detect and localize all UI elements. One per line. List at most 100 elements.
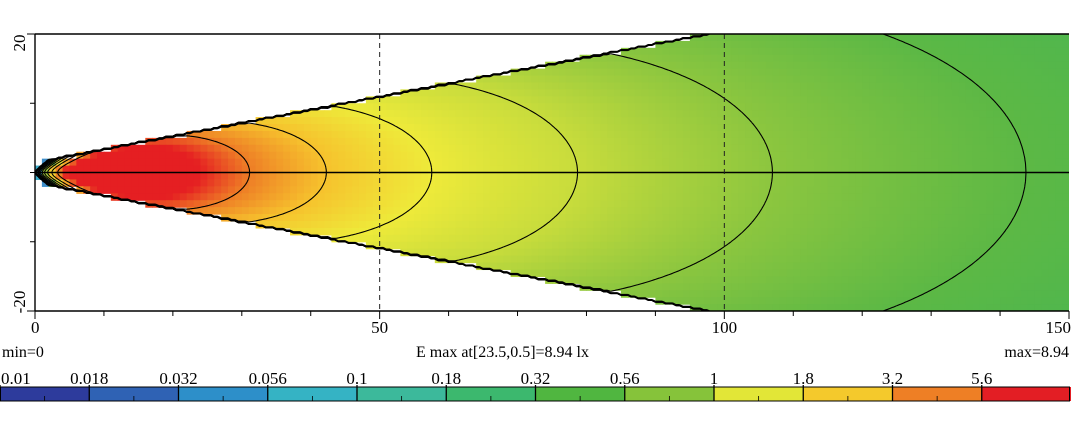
heatmap-cell bbox=[462, 248, 470, 257]
heatmap-cell bbox=[255, 151, 264, 160]
heatmap-cell bbox=[869, 89, 877, 97]
heatmap-cell bbox=[476, 200, 484, 208]
heatmap-cell bbox=[986, 137, 994, 146]
heatmap-cell bbox=[324, 144, 333, 153]
heatmap-cell bbox=[352, 130, 360, 139]
heatmap-cell bbox=[958, 158, 967, 167]
heatmap-cell bbox=[614, 75, 622, 84]
heatmap-cell bbox=[910, 117, 918, 125]
heatmap-cell bbox=[386, 193, 395, 201]
heatmap-cell bbox=[813, 165, 822, 174]
heatmap-cell bbox=[262, 151, 270, 160]
heatmap-cell bbox=[696, 290, 705, 298]
heatmap-cell bbox=[400, 241, 408, 250]
heatmap-cell bbox=[565, 89, 574, 97]
heatmap-cell bbox=[579, 82, 588, 90]
heatmap-cell bbox=[179, 158, 188, 167]
heatmap-cell bbox=[993, 165, 1001, 174]
heatmap-cell bbox=[648, 241, 656, 250]
heatmap-cell bbox=[228, 214, 236, 222]
heatmap-cell bbox=[214, 151, 222, 160]
heatmap-cell bbox=[538, 117, 546, 125]
heatmap-cell bbox=[193, 172, 202, 181]
heatmap-cell bbox=[614, 214, 622, 222]
heatmap-cell bbox=[1027, 297, 1036, 305]
heatmap-cell bbox=[958, 262, 967, 271]
heatmap-cell bbox=[834, 34, 843, 42]
heatmap-cell bbox=[717, 262, 725, 271]
heatmap-cell bbox=[1006, 130, 1015, 139]
heatmap-cell bbox=[510, 179, 519, 187]
heatmap-cell bbox=[400, 186, 408, 194]
heatmap-cell bbox=[800, 61, 808, 70]
heatmap-cell bbox=[827, 255, 836, 264]
heatmap-cell bbox=[317, 200, 326, 208]
heatmap-cell bbox=[641, 248, 650, 257]
heatmap-cell bbox=[303, 165, 312, 174]
heatmap-cell bbox=[634, 186, 643, 194]
heatmap-cell bbox=[951, 130, 960, 139]
heatmap-cell bbox=[228, 151, 236, 160]
heatmap-cell bbox=[710, 144, 719, 153]
heatmap-cell bbox=[186, 137, 195, 146]
heatmap-cell bbox=[593, 241, 601, 250]
heatmap-cell bbox=[228, 193, 236, 201]
heatmap-cell bbox=[634, 276, 643, 284]
heatmap-cell bbox=[855, 172, 863, 181]
heatmap-cell bbox=[214, 193, 222, 201]
heatmap-cell bbox=[779, 110, 787, 118]
heatmap-cell bbox=[779, 34, 787, 42]
heatmap-cell bbox=[503, 89, 512, 97]
heatmap-cell bbox=[1027, 75, 1036, 84]
heatmap-cell bbox=[614, 179, 622, 187]
heatmap-cell bbox=[724, 34, 732, 42]
heatmap-cell bbox=[414, 137, 422, 146]
heatmap-cell bbox=[552, 214, 560, 222]
heatmap-cell bbox=[827, 241, 836, 250]
heatmap-cell bbox=[124, 165, 133, 174]
heatmap-cell bbox=[365, 179, 374, 187]
heatmap-cell bbox=[938, 200, 946, 208]
heatmap-cell bbox=[944, 40, 953, 49]
heatmap-cell bbox=[1006, 193, 1015, 201]
heatmap-cell bbox=[1041, 137, 1049, 146]
heatmap-cell bbox=[703, 40, 712, 49]
heatmap-cell bbox=[676, 227, 684, 236]
heatmap-cell bbox=[834, 234, 843, 243]
heatmap-cell bbox=[531, 165, 539, 174]
heatmap-cell bbox=[448, 193, 457, 201]
heatmap-cell bbox=[1041, 227, 1049, 236]
heatmap-cell bbox=[848, 241, 856, 250]
heatmap-cell bbox=[917, 165, 925, 174]
heatmap-cell bbox=[882, 34, 891, 42]
heatmap-cell bbox=[558, 241, 567, 250]
heatmap-cell bbox=[1055, 193, 1063, 201]
heatmap-cell bbox=[579, 207, 588, 215]
heatmap-cell bbox=[607, 75, 615, 84]
heatmap-cell bbox=[710, 172, 719, 181]
heatmap-cell bbox=[834, 220, 843, 229]
heatmap-cell bbox=[889, 262, 898, 271]
heatmap-cell bbox=[979, 110, 987, 118]
heatmap-cell bbox=[172, 165, 181, 174]
heatmap-cell bbox=[552, 151, 560, 160]
heatmap-cell bbox=[138, 165, 146, 174]
heatmap-cell bbox=[820, 283, 829, 291]
heatmap-cell bbox=[586, 255, 594, 264]
heatmap-cell bbox=[172, 137, 181, 146]
heatmap-cell bbox=[538, 214, 546, 222]
heatmap-cell bbox=[503, 179, 512, 187]
heatmap-cell bbox=[669, 144, 677, 153]
heatmap-cell bbox=[751, 54, 760, 63]
heatmap-cell bbox=[483, 130, 491, 139]
heatmap-cell bbox=[248, 165, 257, 174]
heatmap-cell bbox=[510, 262, 519, 271]
heatmap-cell bbox=[731, 262, 739, 271]
heatmap-cell bbox=[572, 96, 581, 104]
heatmap-cell bbox=[586, 110, 594, 118]
heatmap-cell bbox=[931, 290, 939, 298]
heatmap-cell bbox=[538, 186, 546, 194]
heatmap-cell bbox=[572, 61, 581, 70]
heatmap-cell bbox=[1055, 241, 1063, 250]
heatmap-cell bbox=[552, 158, 560, 167]
